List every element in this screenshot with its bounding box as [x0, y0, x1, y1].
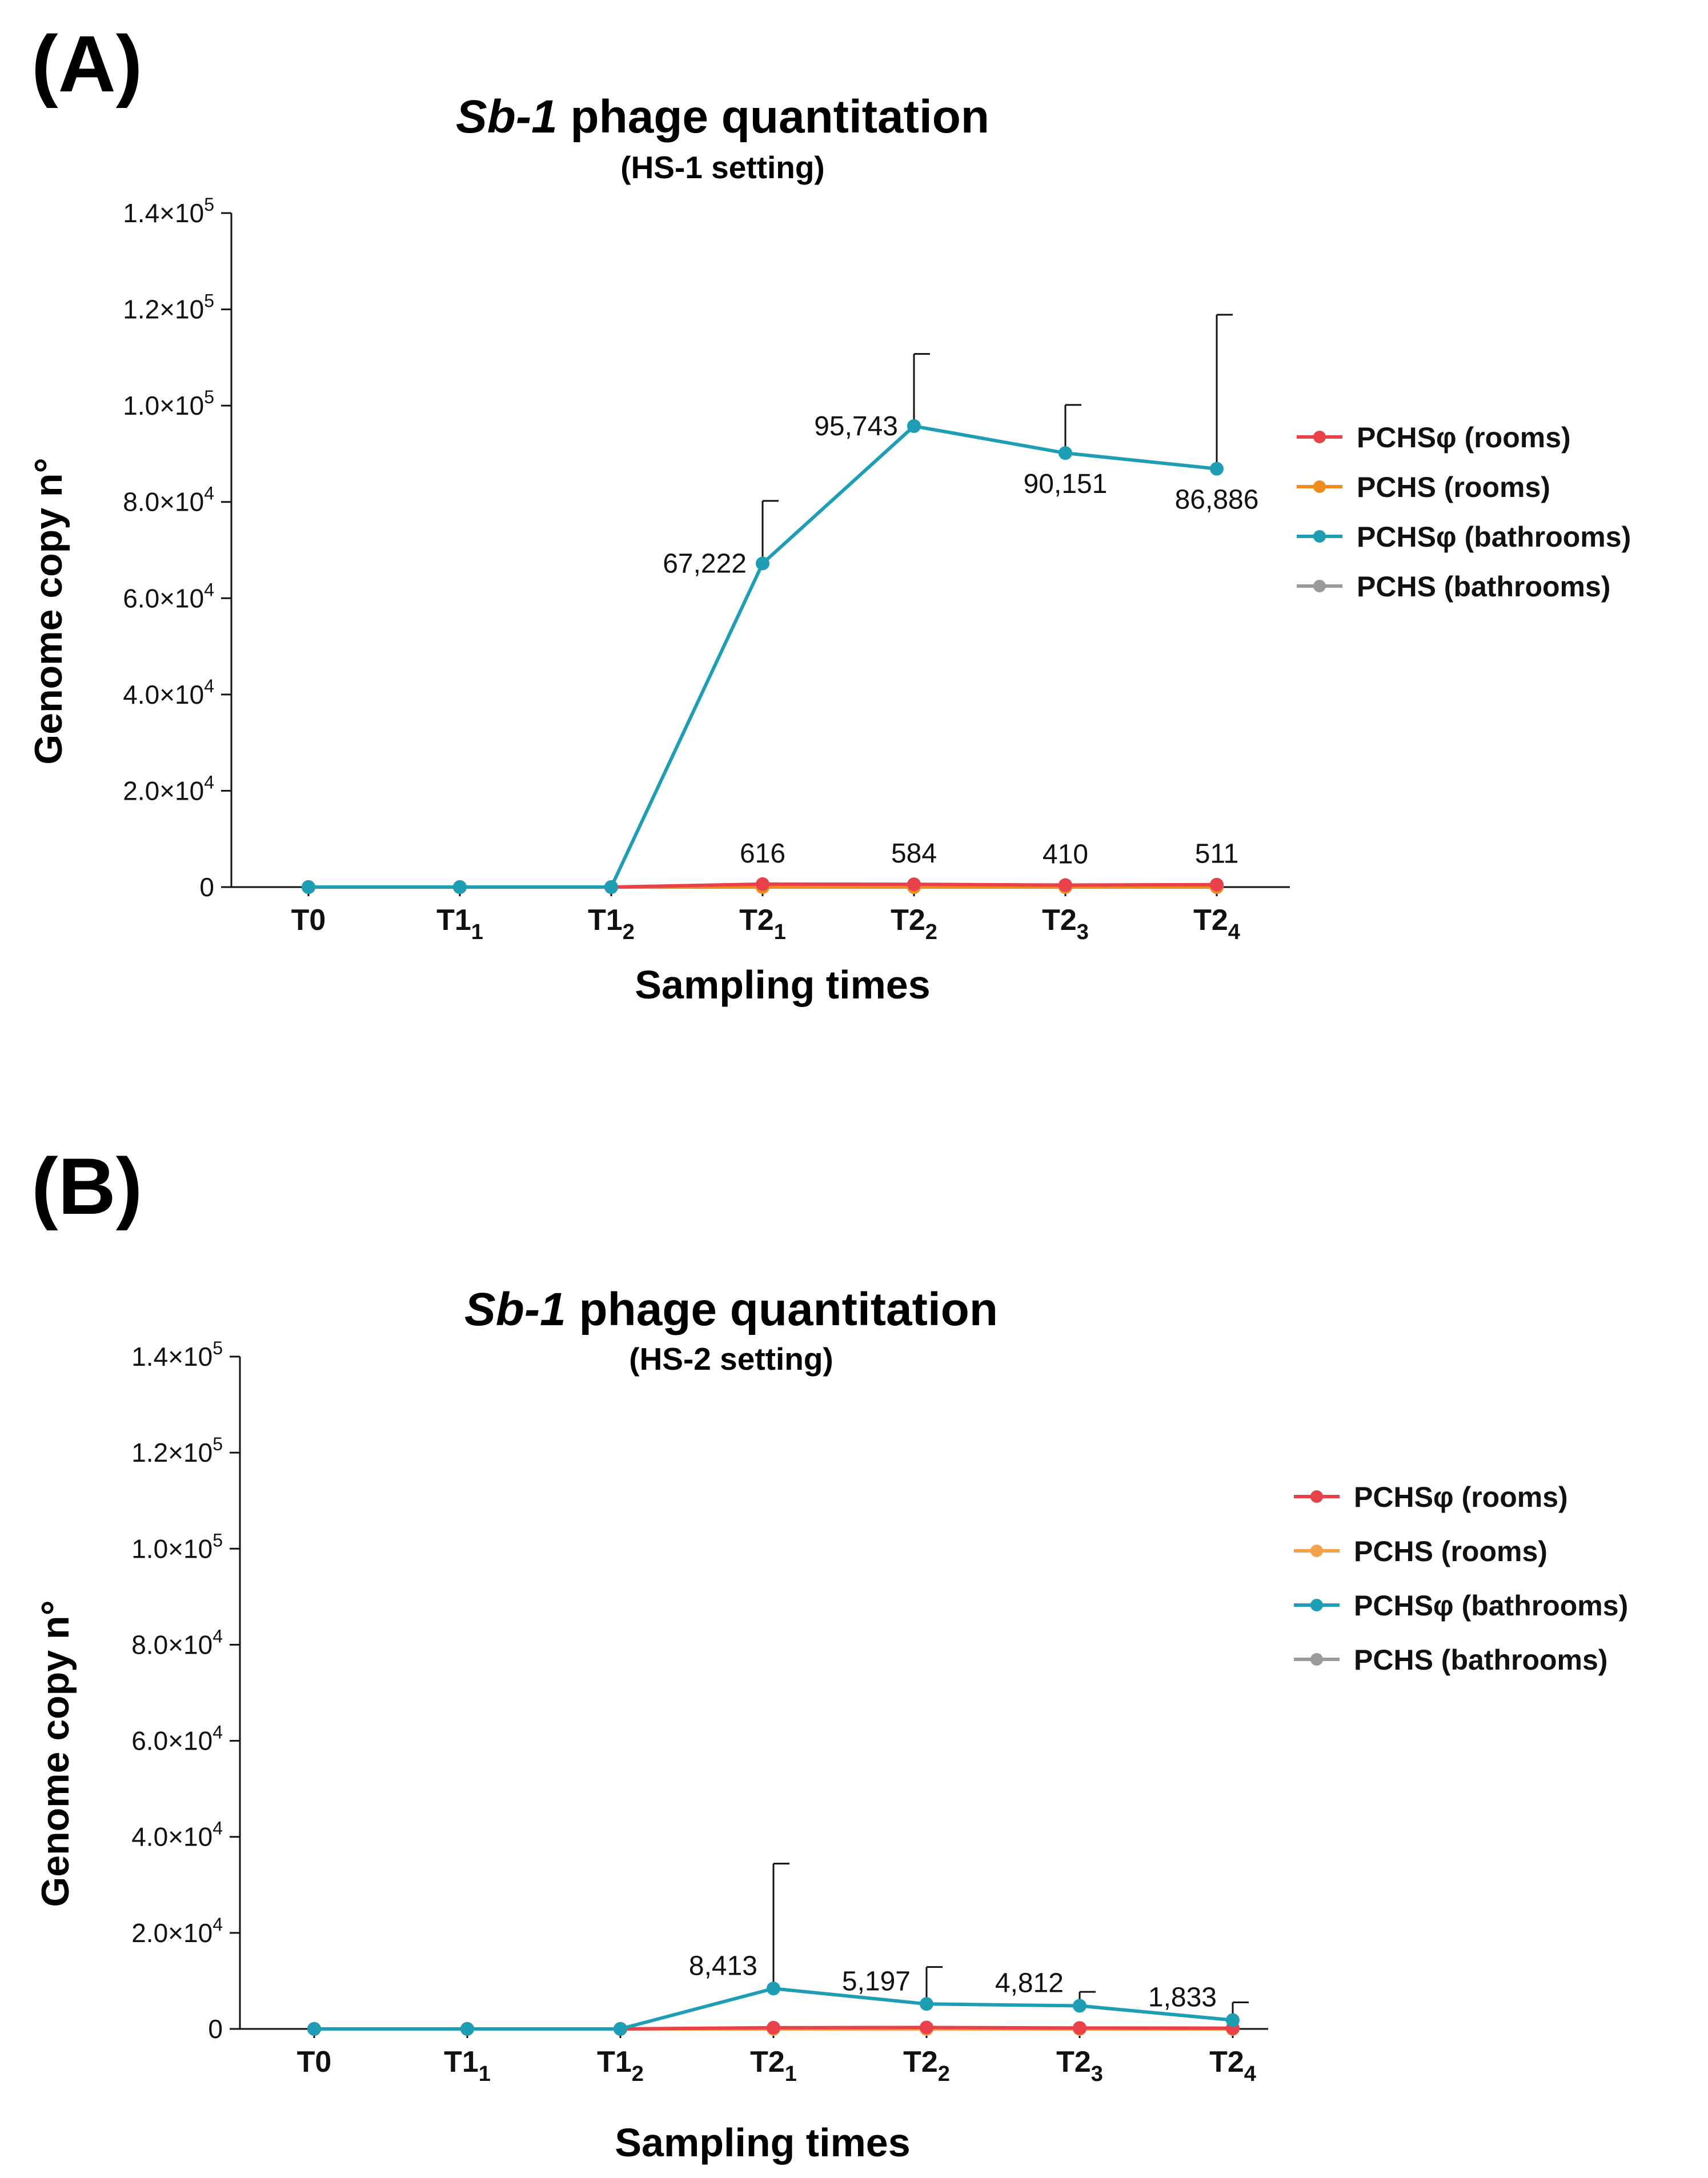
- legend-swatch-marker: [1310, 1653, 1323, 1666]
- data-point-pchs-rooms: [920, 2020, 933, 2035]
- x-tick-label: T0: [291, 904, 326, 937]
- panel-b-x-axis-label: Sampling times: [615, 2120, 910, 2165]
- y-tick-label: 2.0×104: [131, 1914, 223, 1948]
- x-tick-label: T23: [1056, 2045, 1103, 2086]
- y-tick-label: 4.0×104: [123, 676, 214, 709]
- y-tick-label: 1.2×105: [123, 291, 214, 324]
- x-tick-label: T12: [588, 904, 635, 944]
- data-label: 4,812: [995, 1968, 1064, 1999]
- data-point-pchs-bathrooms: [767, 1982, 780, 1996]
- y-tick-label: 8.0×104: [131, 1626, 223, 1659]
- y-tick-label: 8.0×104: [123, 483, 214, 517]
- y-tick-label: 2.0×104: [123, 772, 214, 805]
- data-label: 584: [891, 839, 937, 869]
- data-label: 1,833: [1148, 1983, 1217, 2013]
- data-point-pchs-bathrooms: [460, 2022, 474, 2036]
- data-point-pchs-bathrooms: [614, 2022, 627, 2036]
- y-tick-label: 1.4×105: [123, 194, 214, 228]
- y-tick-label: 0: [199, 872, 214, 902]
- y-tick-label: 0: [208, 2014, 223, 2044]
- x-tick-label: T21: [750, 2045, 797, 2086]
- legend-swatch-marker: [1313, 530, 1326, 543]
- data-point-pchs-bathrooms: [1210, 462, 1224, 476]
- legend-swatch-marker: [1310, 1490, 1323, 1503]
- x-tick-label: T11: [436, 904, 483, 944]
- panel-a-legend: PCHSφ (rooms) PCHS (rooms) PCHSφ (bathroom…: [1297, 422, 1631, 603]
- data-point-pchs-bathrooms: [907, 419, 921, 434]
- y-tick-label: 4.0×104: [131, 1818, 223, 1852]
- data-point-pchs-bathrooms: [1073, 1999, 1086, 2013]
- data-label: 67,222: [663, 548, 747, 579]
- y-tick-label: 1.0×105: [131, 1530, 223, 1563]
- data-label: 511: [1195, 839, 1239, 869]
- panel-a-title: Sb-1 phage quantitation: [456, 91, 989, 143]
- legend-label: PCHSφ (bathrooms): [1357, 521, 1631, 553]
- x-tick-label: T0: [297, 2045, 332, 2079]
- legend-label: PCHS (bathrooms): [1354, 1644, 1607, 1676]
- data-point-pchs-rooms: [1073, 2021, 1086, 2035]
- y-tick-label: 6.0×104: [131, 1722, 223, 1756]
- legend-swatch-marker: [1313, 580, 1326, 592]
- data-point-pchs-rooms: [1210, 877, 1224, 892]
- y-tick-label: 1.4×105: [131, 1338, 223, 1371]
- data-label: 90,151: [1024, 469, 1108, 499]
- data-point-pchs-bathrooms: [604, 880, 618, 894]
- panel-a-plot-area: 0 2.0×104 4.0×104 6.0×104 8.0×104 1.0×105 1.2×…: [123, 194, 1290, 944]
- data-point-pchs-rooms: [756, 877, 769, 891]
- data-point-pchs-bathrooms: [307, 2022, 321, 2036]
- legend-label: PCHS (rooms): [1357, 471, 1550, 503]
- panel-b-plot-area: 0 2.0×104 4.0×104 6.0×104 8.0×104 1.0×105 1.2×…: [131, 1338, 1268, 2086]
- x-tick-label: T24: [1193, 904, 1240, 944]
- legend-label: PCHSφ (rooms): [1357, 422, 1571, 454]
- data-point-pchs-rooms: [1059, 878, 1072, 892]
- data-label: 8,413: [689, 1951, 757, 1981]
- panel-a-label: (A): [31, 19, 142, 109]
- data-point-pchs-bathrooms: [756, 556, 769, 571]
- data-label: 5,197: [842, 1966, 911, 1996]
- panel-b-legend: PCHSφ (rooms) PCHS (rooms) PCHSφ (bathroom…: [1294, 1481, 1628, 1676]
- y-tick-label: 1.2×105: [131, 1434, 223, 1467]
- data-label: 95,743: [814, 411, 898, 442]
- x-tick-label: T11: [444, 2045, 491, 2086]
- y-tick-label: 1.0×105: [123, 387, 214, 420]
- legend-label: PCHSφ (bathrooms): [1354, 1590, 1628, 1622]
- data-point-pchs-rooms: [767, 2020, 780, 2035]
- panel-b-title: Sb-1 phage quantitation: [464, 1283, 998, 1335]
- x-tick-label: T24: [1209, 2045, 1256, 2086]
- data-label: 86,886: [1175, 485, 1259, 515]
- x-tick-label: T22: [891, 904, 937, 944]
- data-point-pchs-bathrooms: [302, 880, 315, 894]
- legend-swatch-marker: [1310, 1599, 1323, 1611]
- data-label: 410: [1043, 840, 1088, 870]
- legend-label: PCHSφ (rooms): [1354, 1481, 1568, 1513]
- x-tick-label: T21: [739, 904, 786, 944]
- panel-a-subtitle: (HS-1 setting): [620, 150, 825, 185]
- panel-b-label: (B): [31, 1141, 142, 1231]
- x-tick-label: T23: [1042, 904, 1089, 944]
- panel-b-y-axis-label: Genome copy n°: [34, 1600, 77, 1907]
- data-point-pchs-bathrooms: [1226, 2013, 1240, 2027]
- data-label: 616: [740, 839, 785, 869]
- legend-swatch-marker: [1313, 480, 1326, 493]
- panel-a-y-axis-label: Genome copy n°: [27, 458, 70, 764]
- data-point-pchs-rooms: [907, 877, 921, 892]
- legend-swatch-marker: [1313, 431, 1326, 443]
- panel-b: (B) Sb-1 phage quantitation (HS-2 settin…: [31, 1141, 1628, 2165]
- panel-a-x-axis-label: Sampling times: [635, 962, 930, 1007]
- x-tick-label: T22: [903, 2045, 950, 2086]
- panel-b-subtitle: (HS-2 setting): [629, 1341, 833, 1377]
- legend-label: PCHS (bathrooms): [1357, 571, 1610, 603]
- legend-swatch-marker: [1310, 1545, 1323, 1557]
- data-point-pchs-bathrooms: [1059, 446, 1072, 460]
- y-tick-label: 6.0×104: [123, 579, 214, 613]
- x-tick-label: T12: [597, 2045, 644, 2086]
- data-point-pchs-bathrooms: [453, 880, 467, 894]
- data-point-pchs-bathrooms: [920, 1997, 933, 2011]
- panel-a: (A) Sb-1 phage quantitation (HS-1 settin…: [27, 19, 1631, 1007]
- legend-label: PCHS (rooms): [1354, 1535, 1547, 1567]
